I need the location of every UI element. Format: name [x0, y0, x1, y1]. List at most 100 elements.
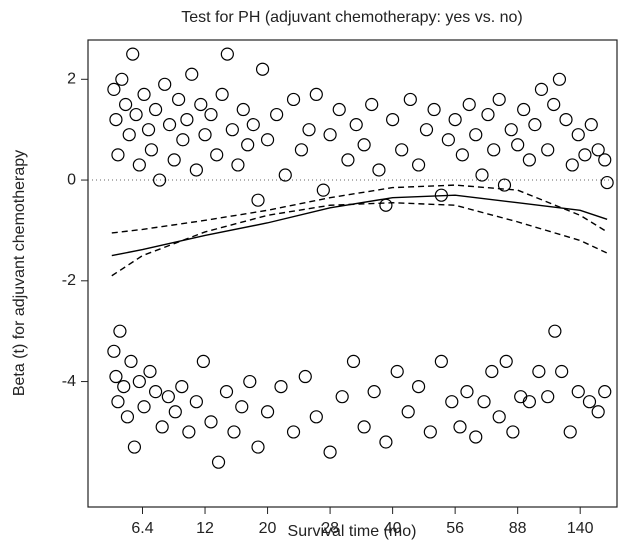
residual-point — [111, 395, 125, 409]
residual-point — [189, 163, 203, 177]
residual-point — [286, 425, 301, 439]
residual-point — [379, 435, 393, 449]
residual-point — [403, 92, 417, 107]
residual-point — [168, 405, 182, 419]
residual-point — [492, 92, 506, 107]
residual-point — [137, 400, 151, 414]
residual-point — [390, 364, 404, 379]
residual-point — [152, 173, 167, 187]
residual-point — [434, 354, 448, 369]
residual-point — [143, 364, 157, 379]
residual-point — [251, 193, 265, 207]
residual-point — [499, 354, 513, 369]
residual-point — [144, 143, 159, 157]
residual-point — [514, 390, 528, 404]
x-tick-label: 12 — [196, 520, 214, 537]
residual-point — [485, 364, 499, 379]
residual-point — [215, 87, 229, 102]
residual-point — [161, 390, 175, 404]
residual-point — [411, 379, 426, 394]
residual-point — [231, 158, 245, 172]
residual-point — [448, 112, 462, 127]
y-axis-label: Beta (t) for adjuvant chemotherapy — [11, 150, 28, 396]
residual-point — [196, 354, 210, 369]
residual-point — [162, 118, 177, 132]
residual-point — [506, 425, 520, 439]
residual-point — [204, 107, 218, 122]
x-tick-label: 28 — [321, 520, 339, 537]
residual-point — [243, 374, 257, 389]
residual-point — [423, 425, 437, 439]
residual-point — [294, 143, 309, 157]
residual-point — [211, 455, 226, 469]
residual-point — [532, 364, 546, 379]
residual-point — [598, 153, 612, 167]
residual-point — [578, 148, 592, 162]
residual-point — [132, 158, 146, 172]
residual-point — [528, 118, 542, 132]
residual-point — [598, 385, 612, 399]
residual-point — [341, 153, 355, 167]
residual-point — [185, 67, 199, 81]
confidence-band — [111, 184, 608, 234]
x-tick-label: 40 — [384, 520, 402, 537]
x-tick-label: 20 — [259, 520, 277, 537]
residual-point — [111, 148, 125, 162]
residual-point — [541, 390, 555, 404]
residual-point — [559, 112, 573, 127]
residual-point — [600, 175, 614, 190]
residual-point — [332, 102, 346, 117]
residual-point — [365, 97, 379, 112]
residual-point — [227, 425, 241, 439]
residual-point — [241, 138, 255, 152]
y-tick-label: -4 — [62, 373, 76, 390]
residual-point — [246, 118, 260, 132]
residual-point — [129, 107, 143, 122]
plot-frame — [87, 39, 618, 508]
residual-point — [180, 112, 194, 127]
residual-point — [547, 97, 561, 112]
residual-point — [236, 102, 250, 117]
residual-point — [107, 344, 121, 358]
residual-point — [127, 440, 142, 454]
residual-point — [298, 369, 312, 384]
residual-point — [124, 354, 138, 369]
residual-point — [120, 410, 135, 424]
residual-point — [571, 128, 585, 142]
residual-point — [189, 395, 203, 409]
residual-point — [204, 415, 218, 429]
residual-point — [167, 153, 181, 167]
residual-point — [367, 385, 381, 399]
x-tick-label: 140 — [567, 520, 594, 537]
residual-point — [563, 425, 577, 439]
residual-point — [137, 87, 151, 102]
residual-point — [194, 97, 208, 112]
residual-point — [582, 395, 597, 409]
residual-point — [349, 118, 363, 132]
residual-point — [372, 163, 386, 177]
residual-point — [198, 128, 212, 142]
residual-point — [411, 158, 426, 172]
confidence-band — [111, 202, 608, 277]
residual-point — [115, 72, 129, 86]
residual-point — [126, 47, 140, 61]
residual-point — [445, 395, 459, 409]
residual-point — [109, 369, 123, 384]
residual-point — [517, 102, 531, 117]
residual-point — [386, 112, 400, 127]
residual-point — [475, 168, 489, 182]
residual-point — [260, 133, 275, 147]
residual-point — [481, 107, 495, 122]
residual-point — [172, 92, 186, 107]
residual-point — [492, 410, 506, 424]
residual-point — [522, 153, 536, 167]
residual-point — [522, 395, 536, 409]
residual-point — [401, 405, 415, 419]
residual-point — [552, 72, 567, 86]
residual-point — [219, 385, 234, 399]
residual-point — [182, 425, 196, 439]
y-tick-label: 2 — [67, 71, 76, 88]
x-tick-label: 56 — [446, 520, 464, 537]
